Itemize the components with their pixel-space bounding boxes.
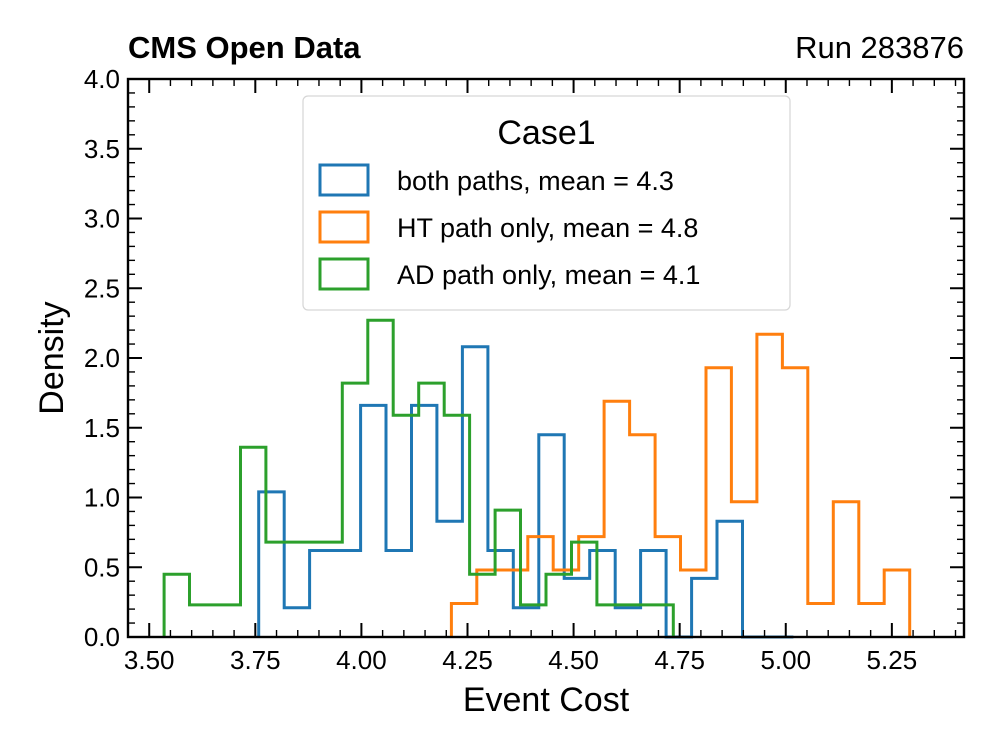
y-tick-label: 0.0 bbox=[84, 622, 120, 652]
series-3-histogram bbox=[162, 318, 675, 637]
y-tick-label: 1.0 bbox=[84, 483, 120, 513]
x-tick-label: 3.75 bbox=[230, 645, 281, 675]
legend: Case1 both paths, mean = 4.3 HT path only… bbox=[302, 95, 791, 311]
x-tick-label: 4.75 bbox=[654, 645, 705, 675]
legend-entry-label-1: both paths, mean = 4.3 bbox=[397, 166, 674, 196]
y-tick-label: 0.5 bbox=[84, 552, 120, 582]
series-layer bbox=[162, 318, 912, 639]
y-tick-label: 4.0 bbox=[84, 64, 120, 94]
series-1-histogram bbox=[257, 345, 794, 639]
ticks-layer: 3.50 3.75 4.00 4.25 4.50 4.75 5.00 5.25 0.0 0.5 1.… bbox=[84, 64, 964, 675]
run-label: Run 283876 bbox=[795, 30, 964, 65]
y-tick-label: 3.5 bbox=[84, 134, 120, 164]
y-axis-label: Density bbox=[33, 301, 71, 414]
legend-swatch-3 bbox=[318, 257, 370, 291]
legend-box bbox=[302, 95, 791, 311]
x-tick-label: 4.00 bbox=[336, 645, 387, 675]
x-axis-label: Event Cost bbox=[463, 681, 630, 719]
y-tick-label: 1.5 bbox=[84, 413, 120, 443]
legend-swatch-1 bbox=[318, 163, 370, 197]
x-tick-label: 5.25 bbox=[867, 645, 918, 675]
x-tick-label: 4.50 bbox=[548, 645, 599, 675]
legend-entry-label-2: HT path only, mean = 4.8 bbox=[397, 213, 698, 243]
legend-title: Case1 bbox=[497, 114, 595, 152]
plot-frame bbox=[126, 77, 966, 639]
x-tick-label: 4.25 bbox=[442, 645, 493, 675]
legend-entries: both paths, mean = 4.3 HT path only, mean… bbox=[318, 163, 700, 291]
legend-entry-label-3: AD path only, mean = 4.1 bbox=[397, 260, 700, 290]
legend-swatch-2 bbox=[318, 210, 370, 244]
y-tick-label: 2.0 bbox=[84, 343, 120, 373]
experiment-label: CMS Open Data bbox=[128, 30, 361, 65]
x-tick-label: 3.50 bbox=[124, 645, 175, 675]
series-2-histogram bbox=[449, 332, 912, 637]
y-tick-label: 2.5 bbox=[84, 273, 120, 303]
x-tick-label: 5.00 bbox=[760, 645, 811, 675]
y-tick-label: 3.0 bbox=[84, 204, 120, 234]
